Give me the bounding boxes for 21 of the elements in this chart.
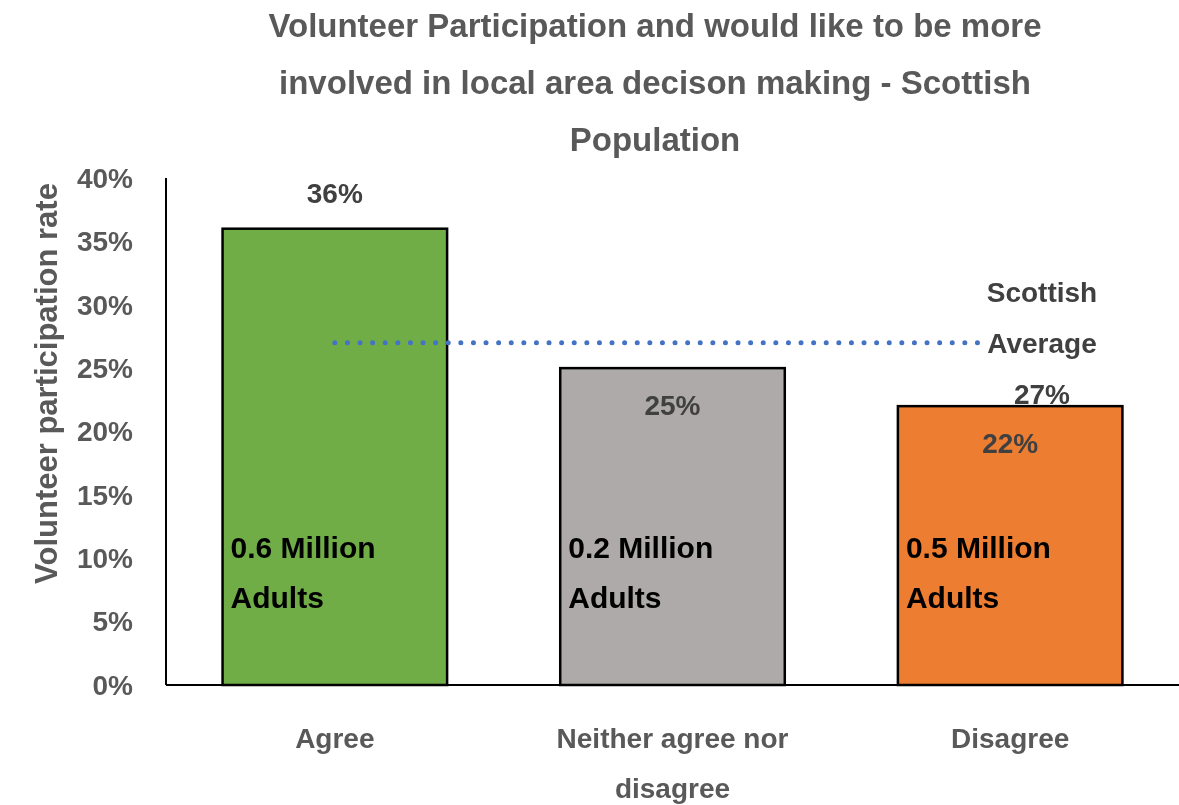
data-label: 25% xyxy=(644,389,701,421)
y-tick-label: 25% xyxy=(76,352,134,384)
x-tick-label: Neither agree nor disagree xyxy=(556,722,789,804)
y-tick-label: 0% xyxy=(92,669,134,701)
y-tick-label: 20% xyxy=(76,416,134,448)
y-tick-label: 5% xyxy=(92,606,134,638)
annotation: 0.2 Million Adults xyxy=(568,530,714,614)
annotation: 0.6 Million Adults xyxy=(230,530,376,614)
x-tick-label: Disagree xyxy=(951,722,1070,754)
y-tick-label: 35% xyxy=(76,226,134,258)
y-tick-label: 15% xyxy=(76,479,134,511)
y-tick-label: 30% xyxy=(76,289,134,321)
y-tick-label: 10% xyxy=(76,543,134,575)
annotation: 0.5 Million Adults xyxy=(905,530,1051,614)
ref-line-label: Scottish Average 27% xyxy=(986,276,1098,410)
y-axis-title: Volunteer participation rate xyxy=(28,183,64,584)
data-label: 22% xyxy=(982,427,1039,459)
chart-title: Volunteer Participation and would like to be more involved in local area decison making - Scottish Population xyxy=(268,6,1042,158)
y-tick-label: 40% xyxy=(76,162,134,194)
data-label: 36% xyxy=(306,177,363,209)
x-tick-label: Agree xyxy=(295,722,375,754)
